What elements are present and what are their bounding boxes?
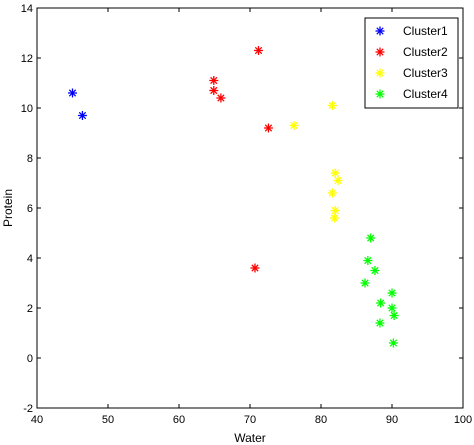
data-point	[366, 233, 376, 243]
series-3	[289, 101, 343, 223]
data-point	[77, 111, 87, 120]
data-point	[376, 298, 386, 308]
data-point	[387, 288, 397, 298]
x-axis-label: Water	[234, 431, 266, 445]
data-point	[263, 123, 273, 133]
data-point	[333, 176, 343, 185]
series-2	[209, 46, 273, 273]
x-tick-label: 100	[454, 414, 472, 426]
data-point	[329, 213, 339, 223]
x-tick-label: 50	[102, 414, 114, 426]
series-4	[360, 233, 399, 348]
y-tick-label: 8	[27, 153, 33, 165]
y-tick-label: 10	[21, 103, 33, 115]
data-point	[330, 168, 340, 178]
data-point	[387, 303, 397, 313]
y-tick-label: 14	[21, 3, 33, 15]
data-point	[327, 188, 337, 198]
data-point	[330, 206, 340, 215]
data-point	[209, 76, 219, 85]
data-point	[216, 93, 226, 103]
data-point	[68, 88, 77, 98]
x-tick-label: 60	[173, 414, 185, 426]
data-point	[360, 278, 370, 288]
x-tick-label: 40	[31, 414, 43, 426]
plot-area: 40 50 60 70 80 90 100 -2 0 2 4 6 8 10 12 14	[21, 3, 472, 426]
x-tick-label: 90	[386, 414, 398, 426]
legend-label: Cluster2	[403, 45, 448, 59]
y-axis-label: Protein	[1, 189, 15, 227]
data-point	[209, 86, 219, 95]
legend-label: Cluster3	[403, 66, 448, 80]
y-tick-label: 0	[27, 353, 33, 365]
data-point	[327, 101, 337, 110]
legend-marker	[375, 47, 385, 57]
data-point	[289, 121, 299, 130]
y-tick-label: 2	[27, 303, 33, 315]
y-tick-label: -2	[23, 403, 33, 415]
y-tick-label: 6	[27, 203, 33, 215]
y-tick-label: 12	[21, 53, 33, 65]
y-tick-label: 4	[27, 253, 33, 265]
data-point	[363, 256, 373, 265]
data-point	[389, 311, 399, 320]
data-point	[375, 318, 385, 328]
legend-marker	[375, 26, 385, 36]
x-tick-label: 80	[315, 414, 327, 426]
series-1	[68, 88, 87, 120]
legend-label: Cluster1	[403, 24, 448, 38]
data-point	[254, 46, 264, 55]
data-point	[388, 338, 398, 348]
data-point	[250, 263, 260, 273]
legend-label: Cluster4	[403, 87, 448, 101]
legend-marker	[375, 68, 385, 78]
data-point	[370, 266, 380, 275]
x-tick-label: 70	[244, 414, 256, 426]
legend-marker	[375, 89, 385, 99]
legend: Cluster1 Cluster2 Cluster3 Cluster4	[364, 17, 459, 109]
